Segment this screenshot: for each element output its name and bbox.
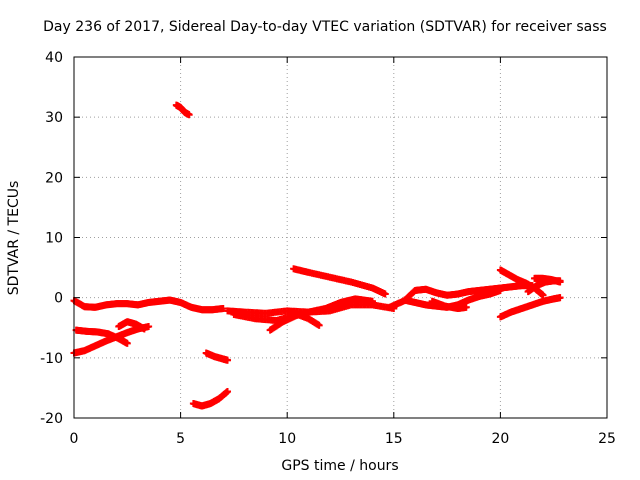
series-track-q [496, 294, 564, 321]
data-point [556, 294, 564, 302]
data-marks [70, 101, 564, 410]
series-track-l [290, 265, 389, 298]
data-point [145, 323, 153, 331]
series-track-a [70, 296, 227, 314]
series-track-o [428, 297, 470, 312]
x-axis-title: GPS time / hours [281, 458, 398, 474]
y-tick-label: 0 [54, 291, 63, 307]
data-point [462, 303, 470, 311]
y-tick-label: 10 [45, 231, 63, 247]
series-track-e [172, 101, 193, 119]
data-point [140, 325, 148, 333]
series-track-s [531, 274, 564, 286]
data-point [224, 356, 232, 364]
series-track-d [115, 318, 148, 333]
axis-ticks: 0 5 10 15 20 25 -20 -10 0 10 20 30 40 [40, 50, 616, 447]
x-tick-label: 20 [491, 431, 509, 447]
series-track-g [202, 349, 232, 364]
y-tick-label: -20 [40, 411, 63, 427]
data-point [381, 290, 389, 298]
data-point [123, 339, 131, 347]
data-point [496, 286, 504, 294]
x-tick-label: 25 [598, 431, 616, 447]
data-point [315, 321, 323, 329]
plot-frame [73, 56, 608, 419]
series-track-f [189, 388, 232, 410]
data-point [185, 111, 193, 119]
y-tick-label: 20 [45, 170, 63, 186]
series-track-m [386, 282, 536, 311]
y-gridlines [74, 116, 607, 359]
data-point [556, 278, 564, 286]
x-tick-label: 10 [278, 431, 296, 447]
x-tick-label: 0 [70, 431, 79, 447]
y-tick-label: -10 [40, 351, 63, 367]
x-tick-label: 5 [176, 431, 185, 447]
series-track-k [287, 308, 323, 329]
data-point [368, 297, 376, 305]
data-point [224, 388, 232, 396]
data-point [219, 304, 227, 312]
y-tick-label: 40 [45, 50, 63, 66]
x-gridlines [180, 57, 501, 418]
chart-title: Day 236 of 2017, Sidereal Day-to-day VTE… [43, 19, 607, 35]
series-track-c [72, 326, 131, 347]
x-tick-label: 15 [385, 431, 403, 447]
y-axis-title: SDTVAR / TECUs [6, 181, 22, 296]
y-tick-label: 30 [45, 110, 63, 126]
